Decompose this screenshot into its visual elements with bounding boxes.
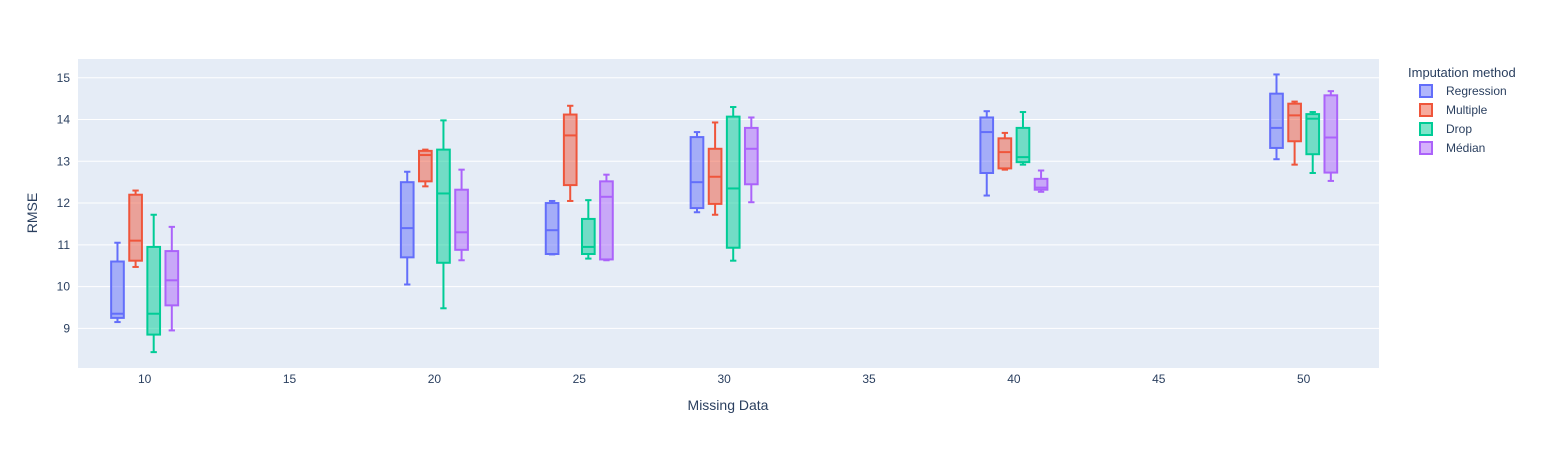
- box[interactable]: [743, 116, 759, 204]
- legend-swatch: [1419, 103, 1433, 117]
- series-drop: [146, 106, 1321, 354]
- legend-swatch: [1419, 84, 1433, 98]
- box-body: [599, 180, 614, 261]
- box-body: [544, 202, 560, 256]
- box-body: [399, 181, 415, 259]
- box[interactable]: [436, 119, 451, 310]
- box[interactable]: [1269, 73, 1284, 161]
- box-body: [1305, 113, 1321, 156]
- series-m-dian: [164, 90, 1339, 332]
- box-body: [997, 137, 1013, 170]
- y-tick-label: 10: [57, 280, 71, 294]
- box-body: [418, 149, 433, 183]
- box-body: [128, 193, 143, 262]
- y-axis-ticks: 9 10 11 12 13 14 15: [57, 71, 71, 336]
- series-regression: [110, 73, 1284, 324]
- box[interactable]: [544, 199, 560, 256]
- box-body: [580, 217, 596, 256]
- y-axis-title: RMSE: [24, 193, 40, 233]
- legend-item[interactable]: Drop: [1419, 122, 1472, 136]
- box[interactable]: [707, 121, 723, 216]
- box-body: [454, 188, 469, 251]
- y-tick-label: 15: [57, 71, 71, 85]
- box-body: [1323, 94, 1339, 174]
- legend-label: Médian: [1446, 141, 1485, 155]
- legend-label: Drop: [1446, 122, 1472, 136]
- box-body: [1269, 92, 1284, 149]
- box-body: [743, 126, 759, 186]
- box[interactable]: [454, 168, 469, 262]
- box[interactable]: [1287, 100, 1302, 166]
- box[interactable]: [689, 131, 705, 214]
- x-tick-label: 20: [428, 372, 442, 386]
- box[interactable]: [725, 106, 741, 262]
- legend-item[interactable]: Multiple: [1419, 103, 1488, 117]
- box-body: [1287, 102, 1302, 143]
- box[interactable]: [562, 104, 578, 202]
- y-tick-label: 11: [58, 238, 71, 252]
- box[interactable]: [1305, 111, 1321, 174]
- box[interactable]: [164, 225, 180, 332]
- x-axis-ticks: 10 15 20 25 30 35 40 45 50: [138, 372, 1311, 386]
- y-tick-label: 9: [63, 321, 70, 335]
- box-body: [562, 113, 578, 187]
- box[interactable]: [1015, 111, 1031, 166]
- box[interactable]: [146, 213, 162, 354]
- series-multiple: [128, 100, 1302, 268]
- legend: Imputation method Regression Multiple Drop…: [1408, 65, 1516, 155]
- x-tick-label: 50: [1297, 372, 1311, 386]
- box[interactable]: [418, 148, 433, 188]
- x-tick-label: 25: [573, 372, 587, 386]
- x-tick-label: 10: [138, 372, 152, 386]
- box[interactable]: [580, 199, 596, 260]
- box-body: [110, 260, 125, 319]
- y-tick-label: 13: [57, 154, 71, 168]
- box-body: [146, 245, 162, 336]
- x-axis-title: Missing Data: [688, 397, 769, 413]
- y-tick-label: 12: [57, 196, 71, 210]
- box-body: [164, 250, 180, 307]
- legend-swatch: [1419, 141, 1433, 155]
- x-tick-label: 35: [862, 372, 876, 386]
- y-tick-label: 14: [57, 113, 71, 127]
- x-tick-label: 15: [283, 372, 297, 386]
- box[interactable]: [997, 131, 1013, 171]
- box[interactable]: [399, 170, 415, 286]
- box-body: [689, 136, 705, 210]
- box-body: [1033, 177, 1049, 191]
- legend-label: Regression: [1446, 84, 1507, 98]
- box[interactable]: [1323, 90, 1339, 182]
- x-tick-label: 45: [1152, 372, 1166, 386]
- box[interactable]: [110, 241, 125, 324]
- legend-swatch: [1419, 122, 1433, 136]
- legend-label: Multiple: [1446, 103, 1488, 117]
- box[interactable]: [1033, 169, 1049, 193]
- box[interactable]: [599, 173, 614, 262]
- box[interactable]: [979, 110, 995, 197]
- box[interactable]: [128, 189, 143, 268]
- legend-title: Imputation method: [1408, 65, 1516, 80]
- box-body: [725, 115, 741, 249]
- box-body: [436, 148, 451, 264]
- box-body: [979, 116, 995, 174]
- legend-item[interactable]: Médian: [1419, 141, 1485, 155]
- box-traces: [110, 73, 1339, 354]
- box-body: [1015, 126, 1031, 164]
- x-tick-label: 30: [717, 372, 731, 386]
- x-tick-label: 40: [1007, 372, 1021, 386]
- legend-item[interactable]: Regression: [1419, 84, 1507, 98]
